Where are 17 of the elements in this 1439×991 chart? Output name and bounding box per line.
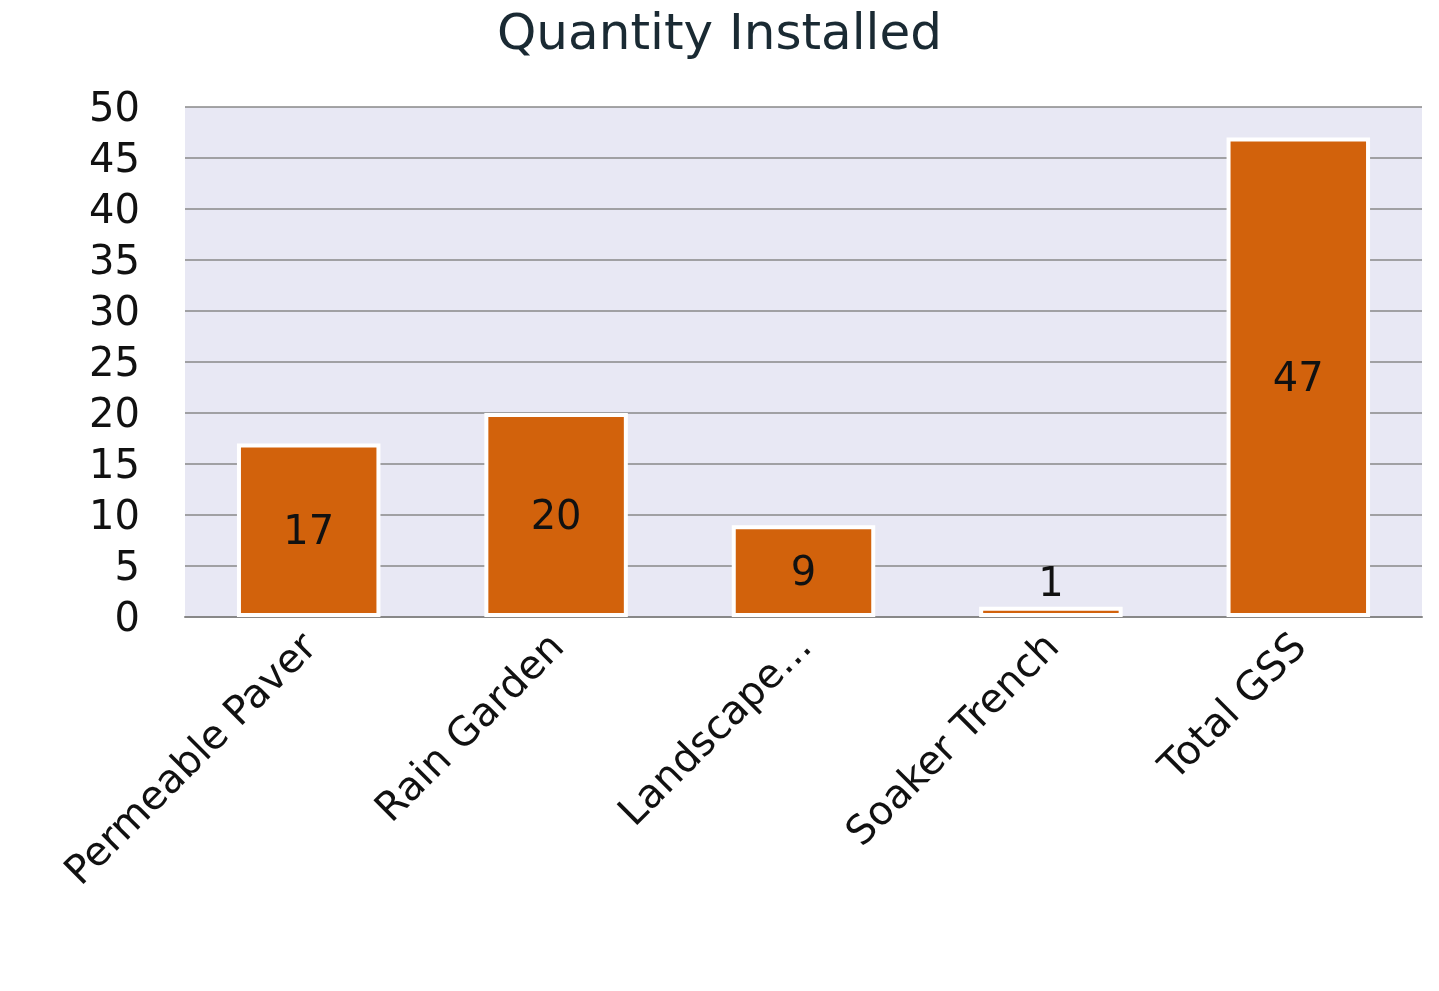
y-tick-label: 0 xyxy=(114,594,140,640)
y-tick-label: 25 xyxy=(89,339,140,385)
y-tick-label: 45 xyxy=(89,135,140,181)
y-tick-label: 40 xyxy=(89,186,140,232)
data-label: 1 xyxy=(1038,558,1064,605)
y-tick-label: 15 xyxy=(89,441,140,487)
y-tick-label: 20 xyxy=(89,390,140,436)
chart-title: Quantity Installed xyxy=(497,3,942,61)
data-label: 17 xyxy=(283,507,335,554)
y-tick-label: 5 xyxy=(114,543,140,589)
y-tick-label: 10 xyxy=(89,492,140,538)
data-label: 20 xyxy=(530,492,582,538)
y-tick-label: 35 xyxy=(89,237,140,283)
data-label: 47 xyxy=(1272,354,1324,401)
y-tick-label: 30 xyxy=(89,288,140,334)
y-tick-label: 50 xyxy=(89,84,140,130)
data-label: 9 xyxy=(790,548,817,595)
